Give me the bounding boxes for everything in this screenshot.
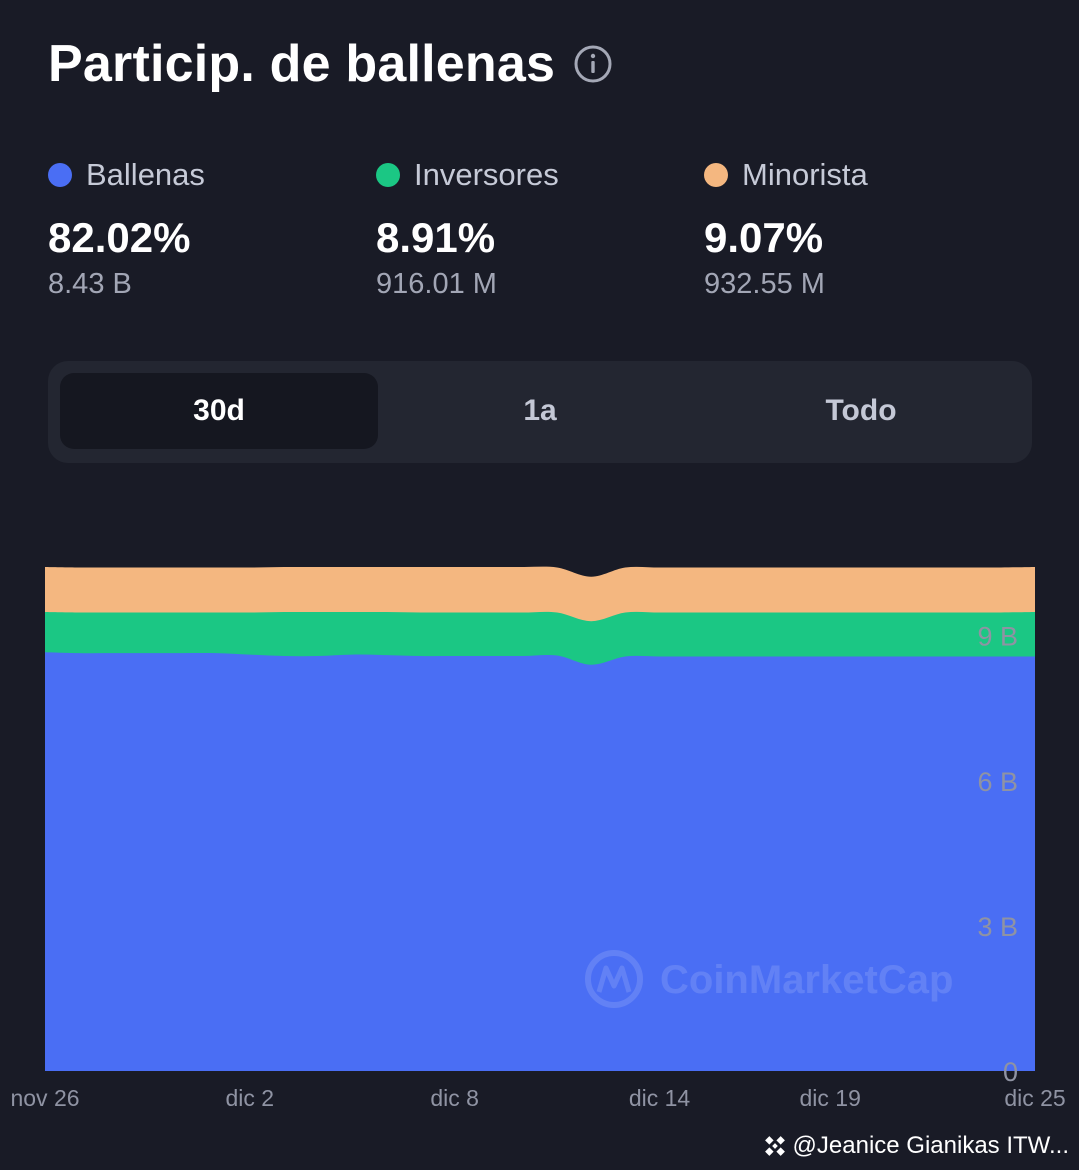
legend-label: Inversores: [414, 157, 559, 192]
legend-label: Ballenas: [86, 157, 205, 192]
x-tick-label: dic 25: [1004, 1085, 1065, 1111]
x-tick-label: nov 26: [10, 1085, 79, 1111]
x-tick-label: dic 8: [430, 1085, 479, 1111]
page-title: Particip. de ballenas: [48, 35, 556, 93]
y-tick-label: 6 B: [977, 767, 1018, 797]
svg-text:CoinMarketCap: CoinMarketCap: [660, 958, 953, 1002]
tab-30d[interactable]: 30d: [60, 373, 378, 449]
inversores-color-dot: [376, 163, 400, 187]
info-icon[interactable]: [573, 44, 613, 84]
legend-item-inversores: Inversores 8.91% 916.01 M: [376, 150, 559, 301]
x-tick-label: dic 2: [226, 1085, 275, 1111]
legend-label: Minorista: [742, 157, 868, 192]
area-series-ballenas: [45, 652, 1035, 1071]
x-tick-label: dic 14: [629, 1085, 691, 1111]
tab-todo[interactable]: Todo: [825, 394, 897, 427]
tab-1a[interactable]: 1a: [523, 394, 557, 427]
legend-percent: 82.02%: [48, 214, 191, 261]
y-tick-label: 0: [1003, 1057, 1018, 1087]
header: Particip. de ballenas: [48, 34, 613, 94]
whale-share-area-chart: CoinMarketCap 0 3 B 6 B 9 B nov 26 dic 2 dic 8 d…: [10, 566, 1066, 1111]
binance-icon: [764, 1136, 785, 1156]
coinmarketcap-watermark: CoinMarketCap: [585, 950, 953, 1008]
x-tick-label: dic 19: [800, 1085, 861, 1111]
legend-amount: 932.55 M: [704, 268, 825, 300]
legend-percent: 8.91%: [376, 214, 496, 261]
range-tabs: 30d 1a Todo: [48, 361, 1032, 463]
legend-amount: 8.43 B: [48, 268, 132, 300]
legend-item-minorista: Minorista 9.07% 932.55 M: [704, 150, 868, 301]
legend-amount: 916.01 M: [376, 268, 497, 300]
legend-percent: 9.07%: [704, 214, 824, 261]
footer-credit: @Jeanice Gianikas ITW...: [761, 1132, 1069, 1160]
legend-item-ballenas: Ballenas 82.02% 8.43 B: [48, 150, 205, 301]
credit-text: @Jeanice Gianikas ITW...: [792, 1132, 1069, 1159]
minorista-color-dot: [704, 163, 728, 187]
y-tick-label: 3 B: [977, 912, 1018, 942]
ballenas-color-dot: [48, 163, 72, 187]
y-tick-label: 9 B: [977, 622, 1018, 652]
